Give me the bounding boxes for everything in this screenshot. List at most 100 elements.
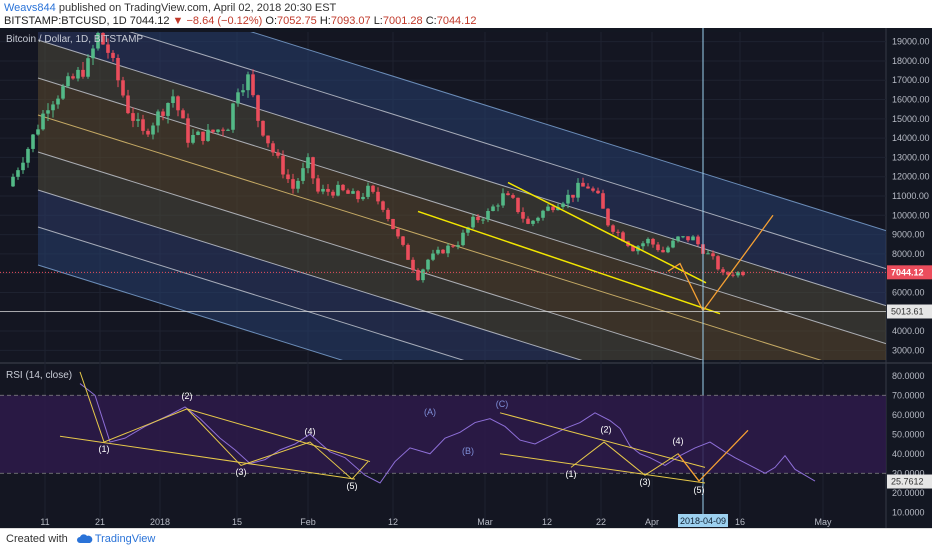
candle-body (61, 86, 65, 99)
candle-body (101, 33, 105, 45)
down-arrow-icon: ▼ (172, 15, 184, 27)
candle-body (551, 206, 555, 211)
footer-bar: Created with TradingView (0, 528, 932, 551)
price-tick-label: 15000.00 (892, 114, 930, 124)
candle-body (586, 186, 590, 189)
channel-line (128, 32, 886, 270)
candle-body (576, 182, 580, 198)
rsi-wave-label: (1) (99, 444, 110, 454)
rsi-wave-label: (1) (566, 469, 577, 479)
candle-body (306, 157, 310, 169)
candle-body (416, 270, 420, 281)
candle-body (681, 236, 685, 238)
low-label: L: (373, 15, 383, 27)
candle-body (206, 129, 210, 141)
candle-body (731, 274, 735, 276)
candle-body (41, 113, 45, 130)
candle-body (136, 119, 140, 121)
candle-body (281, 155, 285, 175)
candle-body (156, 111, 160, 126)
open-label: O: (265, 15, 278, 27)
candle-body (226, 129, 230, 131)
author-link[interactable]: Weavs844 (4, 2, 56, 14)
channel-band (38, 77, 886, 360)
rsi-wave-label: (3) (640, 477, 651, 487)
candle-body (481, 219, 485, 221)
rsi-tick-label: 80.0000 (892, 371, 925, 381)
candle-body (246, 74, 250, 91)
candle-body (151, 125, 155, 135)
candle-body (451, 245, 455, 247)
time-tick-label: May (814, 517, 832, 527)
candle-body (91, 48, 95, 59)
candle-body (241, 90, 245, 93)
rsi-tick-label: 40.0000 (892, 449, 925, 459)
candle-body (341, 184, 345, 191)
candle-body (376, 191, 380, 202)
candle-body (116, 57, 120, 81)
candle-body (286, 174, 290, 180)
price-tick-label: 4000.00 (892, 326, 925, 336)
candle-body (456, 245, 460, 247)
candle-body (176, 96, 180, 111)
candle-body (521, 212, 525, 219)
candle-body (146, 130, 150, 135)
published-text: published on TradingView.com, April 02, … (58, 2, 337, 14)
candle-body (596, 190, 600, 194)
price-tick-label: 6000.00 (892, 287, 925, 297)
candle-body (471, 216, 475, 228)
chart-header: Weavs844 published on TradingView.com, A… (0, 0, 932, 28)
open-value: 7052.75 (277, 15, 317, 27)
candle-body (476, 216, 480, 221)
rsi-wave-label: (3) (236, 467, 247, 477)
close-label: C: (425, 15, 437, 27)
candle-body (571, 194, 575, 198)
target-price-label: 5013.61 (891, 307, 924, 317)
candle-body (51, 104, 55, 111)
time-tick-label: Apr (645, 517, 659, 527)
date-tag-label: 2018-04-09 (680, 516, 726, 526)
price-change: −8.64 (−0.12%) (186, 15, 263, 27)
price-tick-label: 17000.00 (892, 75, 930, 85)
candle-body (356, 191, 360, 200)
support-trendline (417, 210, 721, 315)
last-price-tag (887, 265, 932, 280)
candle-body (641, 243, 645, 247)
candle-body (11, 176, 15, 187)
candle-body (326, 188, 330, 192)
price-tick-label: 13000.00 (892, 152, 930, 162)
candle-body (491, 206, 495, 211)
candle-body (76, 69, 80, 79)
rsi-lower-trendline (59, 435, 356, 480)
candle-body (406, 244, 410, 260)
candle-body (81, 69, 85, 77)
candle-body (21, 162, 25, 171)
candle-body (36, 129, 40, 135)
rsi-tick-label: 60.0000 (892, 410, 925, 420)
price-tick-label: 16000.00 (892, 95, 930, 105)
candle-body (121, 80, 125, 96)
candle-body (171, 96, 175, 104)
chart-canvas[interactable]: 19000.00 18000.00 17000.00 16000.00 15000.00… (0, 28, 932, 528)
candle-body (716, 256, 720, 270)
rsi-band (0, 395, 886, 474)
candle-body (686, 236, 690, 241)
candle-body (26, 148, 30, 163)
candle-body (86, 58, 90, 77)
candle-body (446, 245, 450, 254)
price-tick-label: 9000.00 (892, 230, 925, 240)
rsi-wave-label: (C) (496, 399, 509, 409)
candle-body (266, 135, 270, 144)
candle-body (696, 236, 700, 245)
candles-group (11, 31, 745, 283)
candle-body (511, 195, 515, 198)
candle-body (271, 143, 275, 153)
publish-line: Weavs844 published on TradingView.com, A… (4, 2, 336, 14)
high-label: H: (319, 15, 331, 27)
candle-body (321, 188, 325, 192)
tradingview-brand[interactable]: TradingView (94, 533, 156, 546)
price-tick-label: 8000.00 (892, 249, 925, 259)
channel-line (250, 32, 886, 232)
time-tick-label: 21 (95, 517, 105, 527)
rsi-wave-label: (B) (462, 446, 474, 456)
